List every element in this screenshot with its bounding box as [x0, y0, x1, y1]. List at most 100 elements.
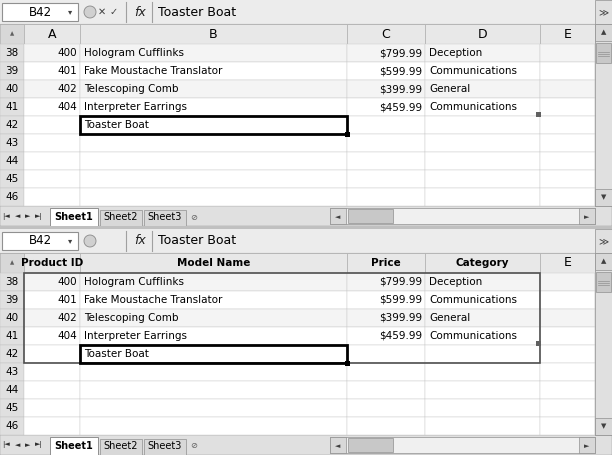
Bar	[347, 291, 425, 309]
Bar	[80, 363, 347, 381]
Bar	[80, 24, 347, 44]
Bar	[536, 112, 541, 117]
Text: General: General	[429, 313, 470, 323]
Bar	[0, 188, 24, 206]
Text: ≫: ≫	[599, 236, 608, 246]
Text: Communications: Communications	[429, 102, 517, 112]
Bar	[24, 417, 80, 435]
Text: ►|: ►|	[35, 441, 43, 449]
Text: E: E	[564, 257, 572, 269]
Bar	[348, 438, 393, 452]
Bar	[347, 309, 425, 327]
Text: 41: 41	[6, 102, 18, 112]
Text: A: A	[48, 27, 56, 40]
Ellipse shape	[84, 235, 96, 247]
Text: 46: 46	[6, 421, 18, 431]
Text: Sheet2: Sheet2	[104, 212, 138, 222]
Text: 42: 42	[6, 120, 18, 130]
Bar	[347, 273, 425, 291]
Text: |◄: |◄	[2, 212, 10, 219]
Bar	[540, 62, 595, 80]
Bar	[24, 98, 80, 116]
Text: Price: Price	[371, 258, 401, 268]
Text: ►: ►	[25, 442, 31, 448]
Bar	[0, 44, 24, 62]
Text: Interpreter Earrings: Interpreter Earrings	[84, 102, 187, 112]
Bar	[347, 170, 425, 188]
Bar	[0, 363, 24, 381]
Bar	[0, 0, 612, 24]
Text: 40: 40	[6, 313, 18, 323]
Bar	[595, 116, 612, 134]
Bar	[50, 208, 98, 226]
Text: ►: ►	[25, 213, 31, 219]
Text: ◄: ◄	[15, 213, 20, 219]
Bar	[0, 309, 24, 327]
Bar	[425, 116, 540, 134]
Bar	[80, 345, 347, 363]
Bar	[24, 345, 80, 363]
Text: D: D	[478, 27, 487, 40]
Bar	[540, 98, 595, 116]
Bar	[540, 253, 595, 273]
Bar	[425, 80, 540, 98]
Text: Model Name: Model Name	[177, 258, 250, 268]
Text: Hologram Cufflinks: Hologram Cufflinks	[84, 48, 184, 58]
Bar	[540, 381, 595, 399]
Bar	[425, 417, 540, 435]
Bar	[595, 188, 612, 206]
Text: Sheet3: Sheet3	[148, 212, 182, 222]
Bar	[425, 188, 540, 206]
Bar	[0, 206, 612, 226]
Bar	[0, 229, 612, 253]
Text: 400: 400	[58, 48, 77, 58]
Text: 40: 40	[6, 84, 18, 94]
Text: Sheet1: Sheet1	[54, 441, 94, 451]
Bar	[24, 80, 80, 98]
Bar	[540, 116, 595, 134]
Text: 400: 400	[58, 277, 77, 287]
Text: Toaster Boat: Toaster Boat	[158, 234, 236, 248]
Bar	[579, 437, 595, 453]
Bar	[347, 44, 425, 62]
Text: $459.99: $459.99	[379, 331, 422, 341]
Bar	[80, 381, 347, 399]
Bar	[24, 291, 80, 309]
Text: General: General	[429, 84, 470, 94]
Bar	[347, 188, 425, 206]
Bar	[347, 80, 425, 98]
Bar	[595, 417, 612, 435]
Bar	[347, 417, 425, 435]
Text: ◄: ◄	[15, 442, 20, 448]
Text: ✕: ✕	[98, 7, 106, 17]
Text: 404: 404	[58, 331, 77, 341]
Text: 38: 38	[6, 48, 18, 58]
Bar	[347, 399, 425, 417]
Text: fx: fx	[134, 5, 146, 19]
Bar	[425, 134, 540, 152]
Bar	[540, 170, 595, 188]
Bar	[80, 44, 347, 62]
Text: E: E	[564, 27, 572, 40]
Bar	[425, 62, 540, 80]
Text: $599.99: $599.99	[379, 295, 422, 305]
Text: 46: 46	[6, 192, 18, 202]
Text: 44: 44	[6, 156, 18, 166]
Text: 43: 43	[6, 138, 18, 148]
Text: 45: 45	[6, 174, 18, 184]
Bar	[595, 327, 612, 345]
Text: Deception: Deception	[429, 48, 482, 58]
Text: ▼: ▼	[601, 194, 606, 201]
Bar	[347, 253, 425, 273]
Text: fx: fx	[134, 234, 146, 248]
Bar	[540, 134, 595, 152]
Bar	[347, 116, 425, 134]
Bar	[595, 0, 612, 24]
Bar	[596, 272, 611, 292]
Bar	[330, 437, 346, 453]
Bar	[80, 170, 347, 188]
Bar	[24, 273, 80, 291]
Bar	[80, 253, 347, 273]
Bar	[24, 309, 80, 327]
Bar	[540, 363, 595, 381]
